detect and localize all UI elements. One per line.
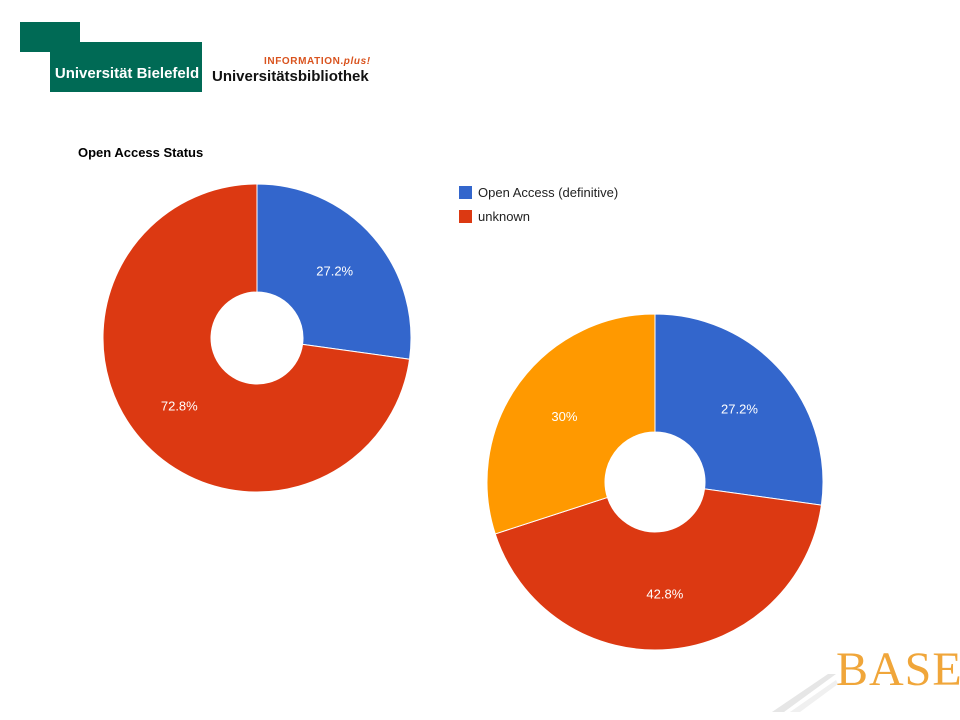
data-label-0: 27.2% — [721, 401, 758, 416]
legend-swatch-blue — [459, 185, 472, 199]
university-name: Universität Bielefeld — [54, 65, 200, 82]
data-label-0: 27.2% — [316, 263, 353, 278]
library-name: Universitätsbibliothek — [212, 68, 369, 85]
legend-label: Open Access (definitive) — [478, 184, 619, 200]
donut-slice-0 — [654, 313, 824, 506]
donut-slice-1 — [494, 488, 822, 651]
logo-block-main — [50, 42, 202, 92]
library-tagline-suffix: plus! — [343, 56, 371, 67]
library-tagline: INFORMATION.plus! — [264, 56, 371, 67]
donut-slice-2 — [486, 313, 656, 535]
library-tagline-prefix: INFORMATION. — [264, 56, 344, 67]
legend-item-open-access: Open Access (definitive) — [459, 180, 618, 204]
data-label-1: 72.8% — [161, 399, 198, 414]
legend-swatch-red — [459, 209, 472, 223]
legend-label: unknown — [478, 208, 531, 224]
data-label-1: 42.8% — [646, 587, 683, 602]
data-label-2: 30% — [551, 409, 577, 424]
donut-chart-open-access: 27.2% 72.8% — [102, 183, 412, 493]
university-logo: Universität Bielefeld — [20, 22, 202, 92]
legend-item-unknown: unknown — [459, 204, 618, 228]
donut-chart-breakdown: 27.2% 42.8% 30% — [486, 313, 824, 651]
donut-slice-1 — [102, 183, 411, 493]
base-swoosh-icon — [772, 674, 838, 712]
donut-slice-0 — [256, 183, 412, 360]
chart-legend: Open Access (definitive) unknown — [459, 180, 618, 228]
base-logo: BASE — [836, 643, 960, 696]
chart-title: Open Access Status — [78, 145, 204, 160]
